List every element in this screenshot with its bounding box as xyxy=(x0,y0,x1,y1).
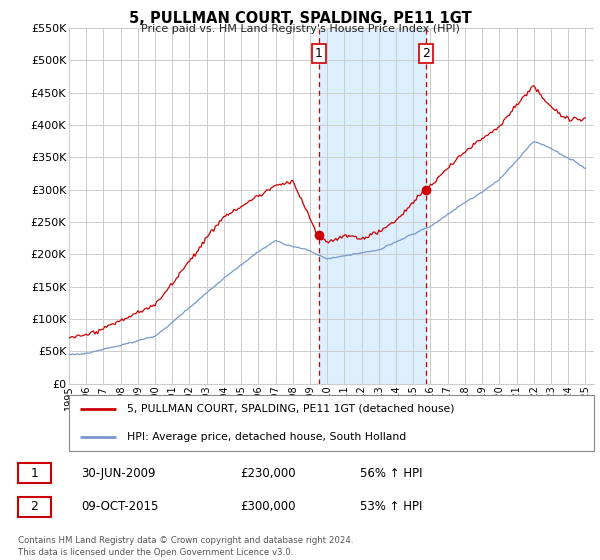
Text: Contains HM Land Registry data © Crown copyright and database right 2024.
This d: Contains HM Land Registry data © Crown c… xyxy=(18,536,353,557)
Text: 30-JUN-2009: 30-JUN-2009 xyxy=(81,466,155,480)
Text: 2: 2 xyxy=(31,500,38,514)
Text: £300,000: £300,000 xyxy=(240,500,296,514)
Text: HPI: Average price, detached house, South Holland: HPI: Average price, detached house, Sout… xyxy=(127,432,406,442)
Bar xyxy=(319,28,426,384)
Text: 5, PULLMAN COURT, SPALDING, PE11 1GT (detached house): 5, PULLMAN COURT, SPALDING, PE11 1GT (de… xyxy=(127,404,454,414)
Text: 5, PULLMAN COURT, SPALDING, PE11 1GT: 5, PULLMAN COURT, SPALDING, PE11 1GT xyxy=(128,11,472,26)
Text: 2: 2 xyxy=(422,48,430,60)
Text: 1: 1 xyxy=(31,466,38,480)
FancyBboxPatch shape xyxy=(18,497,51,517)
FancyBboxPatch shape xyxy=(18,463,51,483)
Text: 09-OCT-2015: 09-OCT-2015 xyxy=(81,500,158,514)
FancyBboxPatch shape xyxy=(69,395,594,451)
Text: £230,000: £230,000 xyxy=(240,466,296,480)
Text: 53% ↑ HPI: 53% ↑ HPI xyxy=(360,500,422,514)
Text: Price paid vs. HM Land Registry's House Price Index (HPI): Price paid vs. HM Land Registry's House … xyxy=(140,24,460,34)
Text: 56% ↑ HPI: 56% ↑ HPI xyxy=(360,466,422,480)
Text: 1: 1 xyxy=(314,48,323,60)
